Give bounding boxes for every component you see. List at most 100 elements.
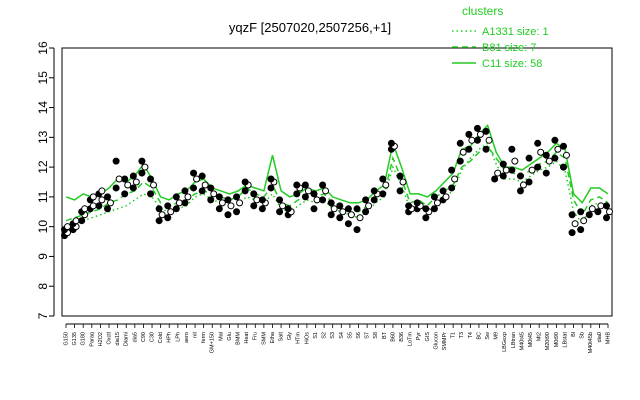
- x-tick-label: HTm: [296, 332, 302, 344]
- data-point: [353, 226, 361, 234]
- data-point: [112, 184, 120, 192]
- data-point: [138, 157, 146, 165]
- data-point: [413, 199, 421, 207]
- y-tick-label: 15: [36, 71, 50, 85]
- data-point: [465, 145, 473, 153]
- data-point: [356, 214, 364, 222]
- data-point: [370, 187, 378, 195]
- data-point: [284, 205, 292, 213]
- data-point: [502, 166, 510, 174]
- data-point: [258, 205, 266, 213]
- x-tick-label: G150: [63, 332, 69, 345]
- data-point: [499, 172, 507, 180]
- data-point: [258, 196, 266, 204]
- x-tick-label: LBtran: [511, 332, 517, 348]
- data-point: [473, 136, 481, 144]
- data-point: [562, 151, 570, 159]
- data-point: [456, 157, 464, 165]
- x-tick-label: Oxctl: [106, 332, 112, 345]
- data-point: [313, 196, 321, 204]
- data-point: [310, 205, 318, 213]
- data-point: [439, 187, 447, 195]
- data-point: [276, 196, 284, 204]
- data-point: [534, 139, 542, 147]
- data-point: [181, 199, 189, 207]
- data-point: [175, 199, 183, 207]
- data-point: [327, 199, 335, 207]
- data-point: [559, 142, 567, 150]
- legend-title: clusters: [462, 4, 503, 18]
- x-tick-label: H2O2: [98, 332, 104, 346]
- data-point: [554, 145, 562, 153]
- data-point: [594, 208, 602, 216]
- data-point: [399, 178, 407, 186]
- data-point: [236, 199, 244, 207]
- data-point: [362, 208, 370, 216]
- data-point: [98, 196, 106, 204]
- plot-frame: [61, 47, 613, 317]
- data-point: [577, 226, 585, 234]
- data-point: [405, 202, 413, 210]
- data-point: [141, 163, 149, 171]
- data-point: [64, 223, 71, 231]
- x-tick-label: dia15: [115, 332, 121, 345]
- data-point: [121, 190, 129, 198]
- data-point: [330, 205, 338, 213]
- data-point: [207, 184, 215, 192]
- data-point: [336, 202, 344, 210]
- x-tick-label: S8: [373, 332, 379, 339]
- x-tick-label: M9: [494, 332, 500, 340]
- x-tick-label: LBGexp: [502, 332, 508, 352]
- y-axis: 7 8 9 10 11 12 13 14 15 16: [36, 41, 55, 319]
- data-point: [542, 151, 550, 159]
- data-point: [267, 184, 275, 192]
- data-point: [215, 205, 223, 213]
- data-point: [227, 202, 235, 210]
- x-tick-label: BMM: [236, 332, 242, 345]
- data-point: [279, 202, 287, 210]
- y-tick-label: 16: [36, 41, 50, 55]
- data-point: [442, 193, 450, 201]
- y-tick-label: 9: [36, 253, 50, 260]
- data-point: [528, 166, 536, 174]
- y-tick-label: 10: [36, 220, 50, 234]
- data-point: [559, 163, 567, 171]
- data-point: [327, 211, 335, 219]
- data-point: [580, 217, 588, 225]
- points-layer: [61, 124, 613, 240]
- x-tick-label: Sw: [485, 332, 491, 340]
- x-tick-label: Heat: [244, 332, 250, 344]
- data-point: [491, 175, 499, 183]
- data-point: [224, 196, 232, 204]
- data-point: [164, 214, 172, 222]
- x-tick-label: M0t45: [528, 332, 534, 347]
- data-point: [382, 181, 390, 189]
- y-tick-label: 7: [36, 312, 50, 319]
- data-point: [233, 208, 241, 216]
- data-point: [121, 175, 129, 183]
- x-tick-label: SMM: [261, 332, 267, 345]
- y-tick-label: 8: [36, 283, 50, 290]
- data-point: [129, 172, 137, 180]
- data-point: [81, 205, 89, 213]
- data-point: [494, 169, 502, 177]
- data-point: [476, 130, 484, 138]
- data-point: [293, 181, 301, 189]
- y-tick-label: 14: [36, 101, 50, 115]
- data-point: [588, 205, 596, 213]
- data-point: [147, 175, 155, 183]
- data-point: [339, 208, 347, 216]
- x-tick-label: Mal: [218, 332, 224, 341]
- data-point: [465, 130, 473, 138]
- data-point: [112, 157, 120, 165]
- series-layer: [65, 123, 609, 228]
- x-tick-label: Sb: [580, 332, 586, 339]
- data-point: [190, 169, 198, 177]
- data-point: [430, 193, 438, 201]
- data-point: [508, 145, 516, 153]
- data-point: [210, 190, 218, 198]
- x-tick-label: LPh: [175, 332, 181, 342]
- x-tick-label: nit: [193, 332, 199, 338]
- data-point: [577, 208, 585, 216]
- data-point: [344, 205, 352, 213]
